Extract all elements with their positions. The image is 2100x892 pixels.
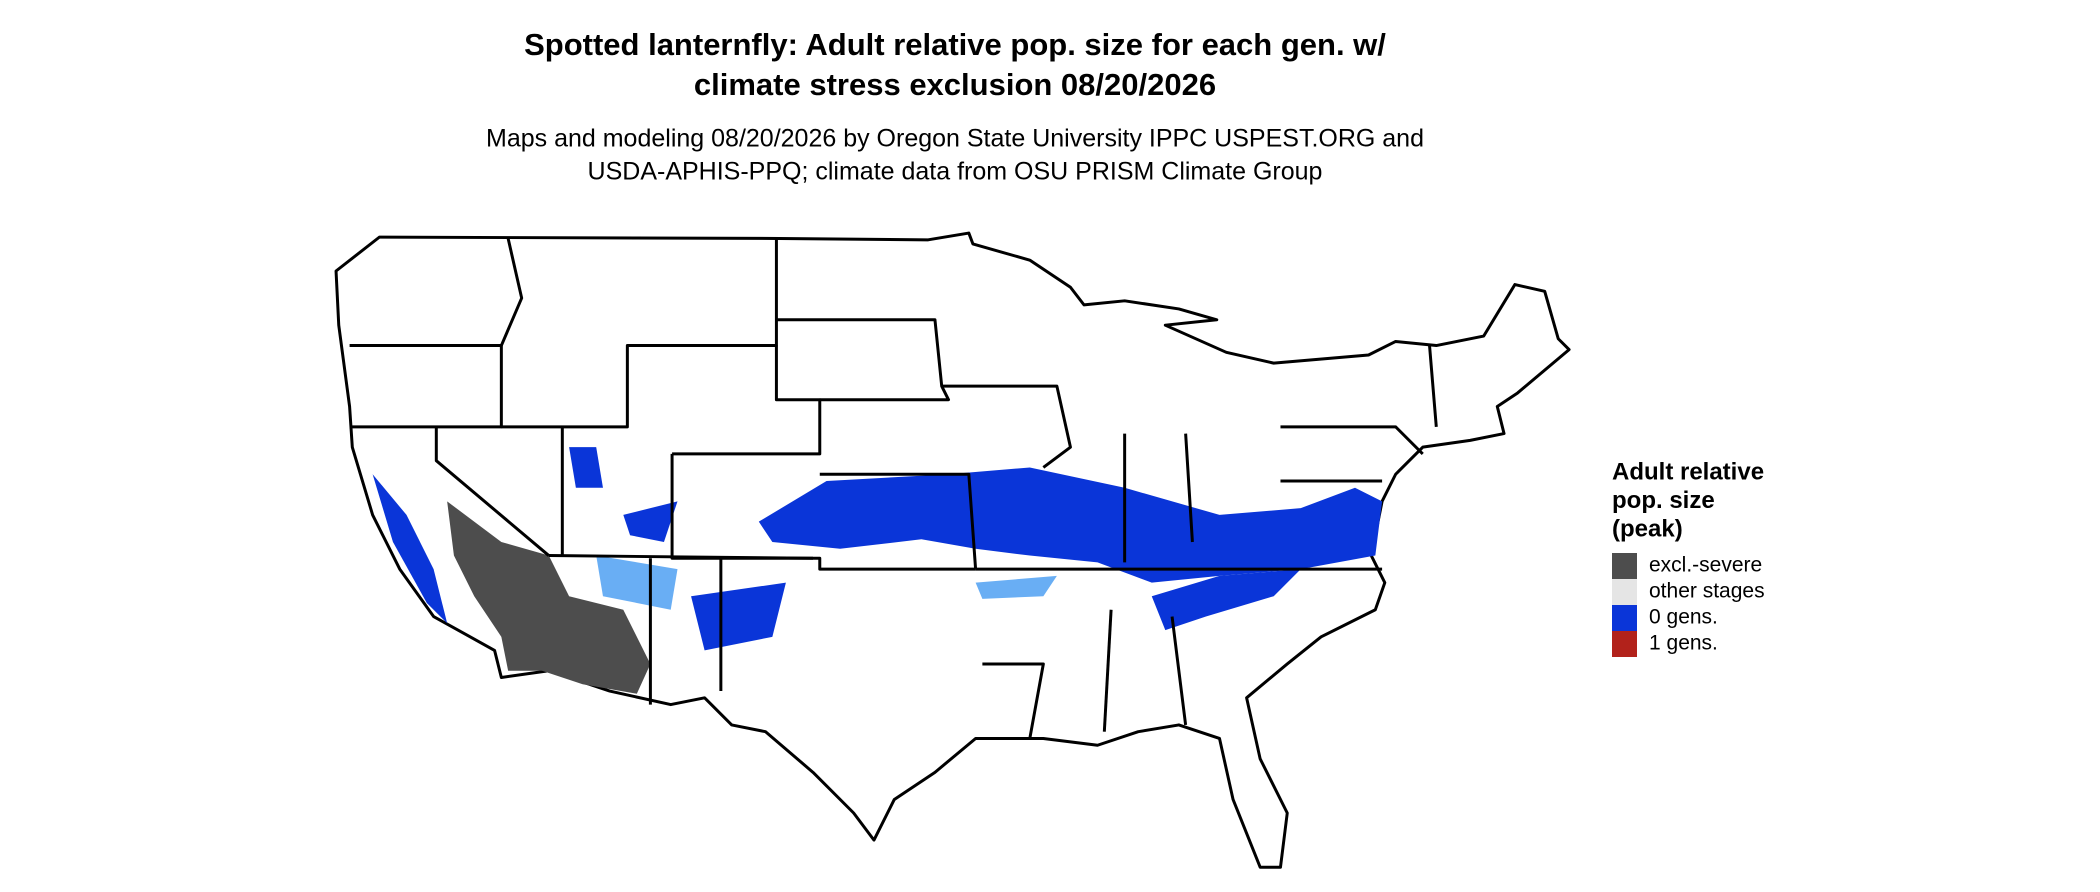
state-lines [349, 238, 1438, 739]
risk-area [372, 447, 1383, 651]
legend-label: excl.-severe [1649, 554, 1762, 577]
legend-label: 1 gens. [1649, 632, 1718, 655]
legend-title: Adult relative [1612, 458, 1764, 485]
subtitle-line: Maps and modeling 08/20/2026 by Oregon S… [486, 125, 1424, 153]
title-line: climate stress exclusion 08/20/2026 [694, 67, 1216, 102]
subtitle-line: USDA-APHIS-PPQ; climate data from OSU PR… [588, 158, 1323, 186]
legend-label: 0 gens. [1649, 606, 1718, 629]
legend-title: pop. size [1612, 487, 1715, 514]
legend-swatch [1612, 605, 1637, 631]
legend-title: (peak) [1612, 515, 1683, 542]
risk-area-edge [596, 555, 1057, 610]
legend-swatch [1612, 631, 1637, 657]
legend-label: other stages [1649, 580, 1765, 603]
title-line: Spotted lanternfly: Adult relative pop. … [524, 27, 1386, 62]
legend-swatch [1612, 553, 1637, 579]
us-outline [334, 231, 1571, 869]
legend-swatch [1612, 579, 1637, 605]
severe-area [447, 501, 651, 694]
map [334, 231, 1571, 869]
